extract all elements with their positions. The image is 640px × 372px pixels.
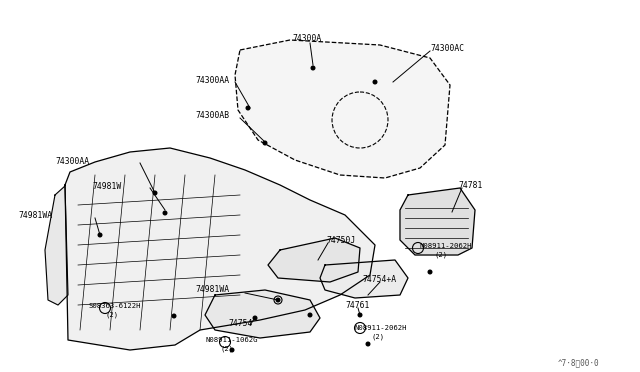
Polygon shape xyxy=(400,188,475,255)
Text: 74754: 74754 xyxy=(228,318,252,327)
Text: 74981WA: 74981WA xyxy=(18,211,52,219)
Text: ^7·8⁄00·0: ^7·8⁄00·0 xyxy=(558,358,600,367)
Polygon shape xyxy=(235,40,450,178)
Text: 74781: 74781 xyxy=(458,180,483,189)
Text: 74300A: 74300A xyxy=(292,33,321,42)
Text: 74750J: 74750J xyxy=(326,235,355,244)
Text: 74761: 74761 xyxy=(345,301,369,310)
Text: S08363-6122H: S08363-6122H xyxy=(88,303,141,309)
Text: N08911-1062G: N08911-1062G xyxy=(205,337,257,343)
Circle shape xyxy=(311,66,315,70)
Circle shape xyxy=(246,106,250,110)
Polygon shape xyxy=(320,260,408,298)
Circle shape xyxy=(358,313,362,317)
Text: 74981W: 74981W xyxy=(92,182,121,190)
Text: (2): (2) xyxy=(220,346,233,352)
Text: (2): (2) xyxy=(105,312,118,318)
Text: 74981WA: 74981WA xyxy=(195,285,229,295)
Circle shape xyxy=(366,342,370,346)
Polygon shape xyxy=(45,186,68,305)
Circle shape xyxy=(373,80,377,84)
Text: 74300AA: 74300AA xyxy=(195,76,229,84)
Text: 74300AA: 74300AA xyxy=(55,157,89,166)
Circle shape xyxy=(98,233,102,237)
Circle shape xyxy=(253,316,257,320)
Text: (2): (2) xyxy=(372,334,385,340)
Polygon shape xyxy=(205,290,320,338)
Circle shape xyxy=(276,298,280,302)
Circle shape xyxy=(230,348,234,352)
Circle shape xyxy=(263,141,267,145)
Polygon shape xyxy=(268,238,360,282)
Polygon shape xyxy=(65,148,375,350)
Circle shape xyxy=(308,313,312,317)
Circle shape xyxy=(153,191,157,195)
Circle shape xyxy=(428,270,432,274)
Text: N08911-2062H: N08911-2062H xyxy=(420,243,472,249)
Circle shape xyxy=(163,211,167,215)
Circle shape xyxy=(172,314,176,318)
Text: 74300AB: 74300AB xyxy=(195,110,229,119)
Text: N08911-2062H: N08911-2062H xyxy=(355,325,408,331)
Text: (2): (2) xyxy=(435,252,448,258)
Text: 74300AC: 74300AC xyxy=(430,44,464,52)
Text: 74754+A: 74754+A xyxy=(362,276,396,285)
